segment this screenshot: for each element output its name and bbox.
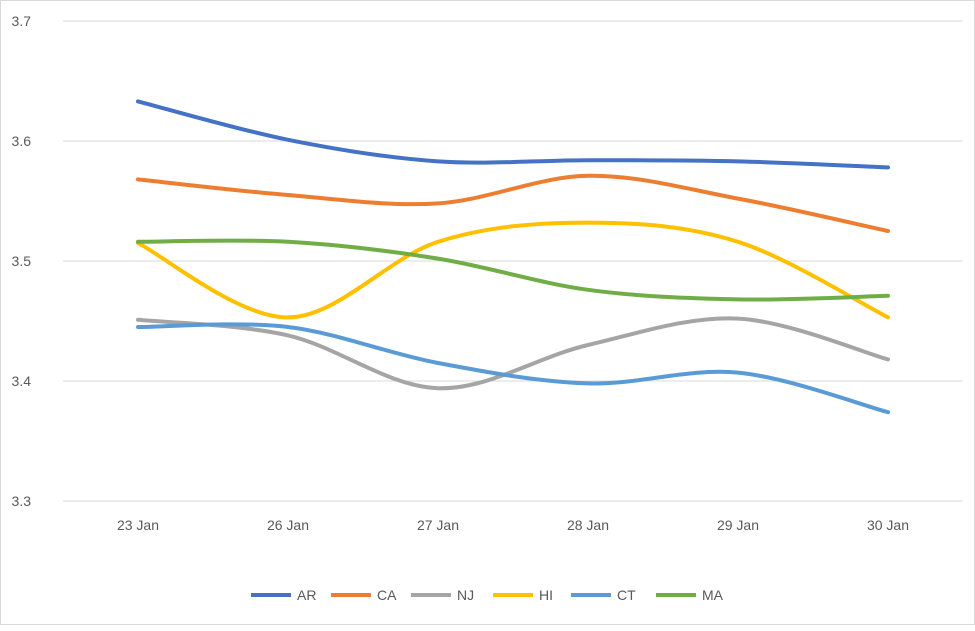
x-tick-label: 27 Jan <box>417 517 459 533</box>
series-line-ar <box>136 99 890 170</box>
x-tick-label: 30 Jan <box>867 517 909 533</box>
y-tick-label: 3.7 <box>12 13 32 29</box>
series-line-nj <box>136 316 890 391</box>
x-tick-label: 28 Jan <box>567 517 609 533</box>
legend-label-ar: AR <box>297 587 316 603</box>
legend-label-ma: MA <box>702 587 724 603</box>
series-line-ca <box>136 173 890 233</box>
legend-label-ca: CA <box>377 587 397 603</box>
legend-label-nj: NJ <box>457 587 474 603</box>
series-line-hi <box>136 220 890 320</box>
y-tick-label: 3.5 <box>12 253 32 269</box>
legend-label-hi: HI <box>539 587 553 603</box>
x-tick-label: 26 Jan <box>267 517 309 533</box>
series-line-ct <box>136 322 890 415</box>
x-tick-label: 29 Jan <box>717 517 759 533</box>
legend-label-ct: CT <box>617 587 636 603</box>
y-tick-label: 3.4 <box>12 373 32 389</box>
y-tick-label: 3.6 <box>12 133 32 149</box>
series-line-ma <box>136 238 890 302</box>
y-tick-label: 3.3 <box>12 493 32 509</box>
x-tick-label: 23 Jan <box>117 517 159 533</box>
